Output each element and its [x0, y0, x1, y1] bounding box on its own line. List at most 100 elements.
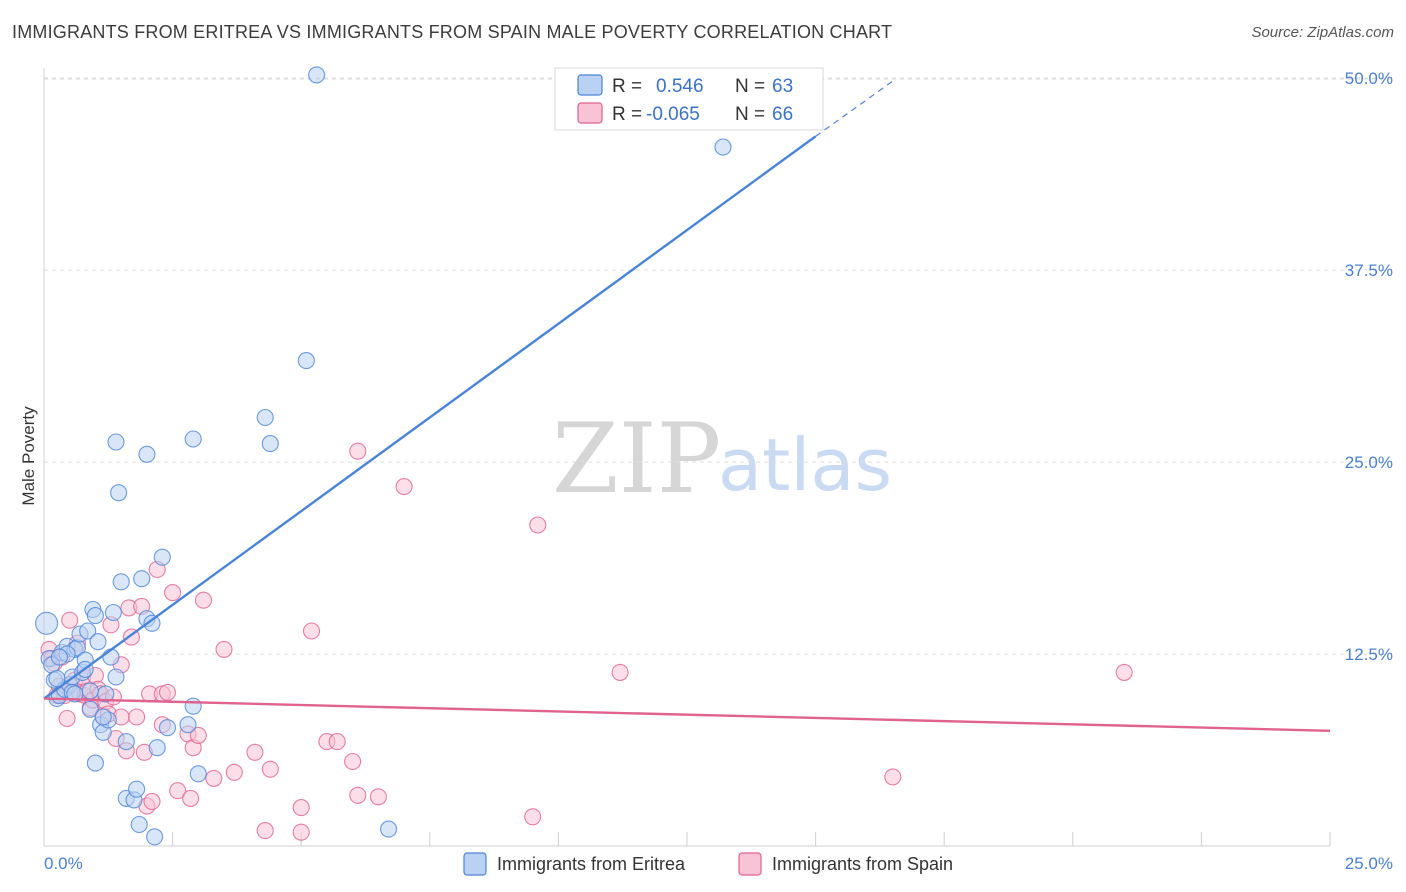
data-point [107, 433, 125, 451]
data-point [143, 614, 161, 632]
data-point [297, 352, 315, 370]
bottom-legend-label-eritrea: Immigrants from Eritrea [497, 854, 686, 874]
chart-title: IMMIGRANTS FROM ERITREA VS IMMIGRANTS FR… [12, 22, 893, 42]
data-point [107, 668, 125, 686]
data-point [349, 442, 367, 460]
data-point [344, 752, 362, 771]
data-point [138, 445, 156, 463]
legend-r-value-eritrea: 0.546 [656, 76, 704, 97]
data-point [369, 788, 387, 806]
data-point [182, 789, 200, 807]
data-point [35, 611, 59, 635]
data-point [128, 780, 146, 798]
data-point [292, 799, 310, 817]
data-point [184, 697, 202, 715]
legend-n-value-eritrea: 63 [772, 76, 793, 97]
data-point [89, 633, 107, 651]
data-point [169, 782, 187, 800]
legend-n-label-eritrea: N = [735, 76, 765, 97]
x-axis-ticks [43, 832, 1331, 846]
data-point [256, 822, 274, 840]
data-point [146, 828, 164, 846]
data-point [884, 768, 902, 786]
source-label: Source: ZipAtlas.com [1251, 24, 1394, 41]
data-point [110, 484, 128, 502]
data-point [246, 743, 264, 761]
y-axis-label: Male Poverty [19, 406, 38, 506]
data-point [395, 478, 413, 496]
data-point [380, 820, 398, 838]
data-point [189, 726, 207, 744]
watermark-zip: ZIP [552, 403, 721, 515]
legend-r-label-eritrea: R = [612, 76, 642, 97]
series-legend: Immigrants from Eritrea Immigrants from … [463, 852, 953, 876]
correlation-legend: R = 0.546 N = 63 R = -0.065 N = 66 [554, 67, 824, 131]
data-point [94, 708, 112, 726]
data-point [261, 760, 279, 778]
legend-swatch-eritrea [577, 74, 603, 96]
data-point [158, 719, 177, 737]
data-point [130, 815, 148, 834]
data-point [524, 808, 542, 826]
data-point [81, 700, 99, 718]
x-tick-label-max: 25.0% [1345, 854, 1393, 873]
data-point [179, 716, 197, 734]
data-point [714, 138, 732, 156]
y-tick-label: 25.0% [1345, 453, 1393, 472]
data-point [205, 769, 223, 787]
data-point [1115, 663, 1133, 681]
data-point [86, 607, 104, 625]
data-point [261, 435, 279, 453]
y-tick-labels: 12.5% 25.0% 37.5% 50.0% [1345, 69, 1393, 664]
data-point [133, 570, 151, 588]
y-tick-label: 12.5% [1345, 645, 1393, 664]
data-point [215, 640, 233, 658]
data-point [148, 739, 166, 757]
data-point [117, 733, 135, 751]
data-point [256, 408, 274, 427]
data-point [328, 733, 346, 751]
data-point [86, 754, 104, 772]
data-point [79, 622, 97, 640]
data-point [611, 663, 629, 681]
bottom-legend-swatch-spain [738, 852, 762, 876]
legend-n-label-spain: N = [735, 104, 765, 125]
data-point [529, 516, 547, 534]
data-point [48, 670, 66, 688]
legend-swatch-spain [577, 102, 603, 124]
data-point [158, 683, 177, 701]
trend-line-eritrea [43, 135, 817, 700]
data-point [184, 430, 202, 448]
data-point [349, 786, 367, 804]
data-point [102, 648, 120, 666]
data-point [302, 622, 321, 640]
data-point [194, 591, 213, 609]
watermark: ZIP atlas [552, 403, 892, 515]
data-point [143, 792, 161, 811]
data-point [189, 765, 207, 783]
data-point [308, 66, 326, 84]
y-tick-label: 37.5% [1345, 261, 1393, 280]
bottom-legend-swatch-eritrea [463, 852, 487, 876]
trend-line-extension-eritrea [815, 80, 894, 137]
data-point [58, 709, 76, 728]
data-point [104, 603, 122, 622]
legend-r-value-spain: -0.065 [646, 104, 700, 125]
trend-line-spain [43, 697, 1331, 732]
data-point [164, 584, 182, 602]
data-point [50, 648, 68, 666]
watermark-atlas: atlas [718, 423, 892, 507]
legend-r-label-spain: R = [612, 104, 642, 125]
data-point [225, 763, 243, 781]
data-point [128, 708, 146, 726]
data-point [153, 548, 171, 566]
data-point [81, 682, 99, 700]
data-point [61, 611, 79, 629]
legend-n-value-spain: 66 [772, 104, 793, 125]
trend-lines [43, 80, 1331, 732]
data-point [292, 823, 310, 841]
gridlines [44, 77, 1393, 655]
y-tick-label: 50.0% [1345, 69, 1393, 88]
x-tick-label-min: 0.0% [44, 854, 83, 873]
